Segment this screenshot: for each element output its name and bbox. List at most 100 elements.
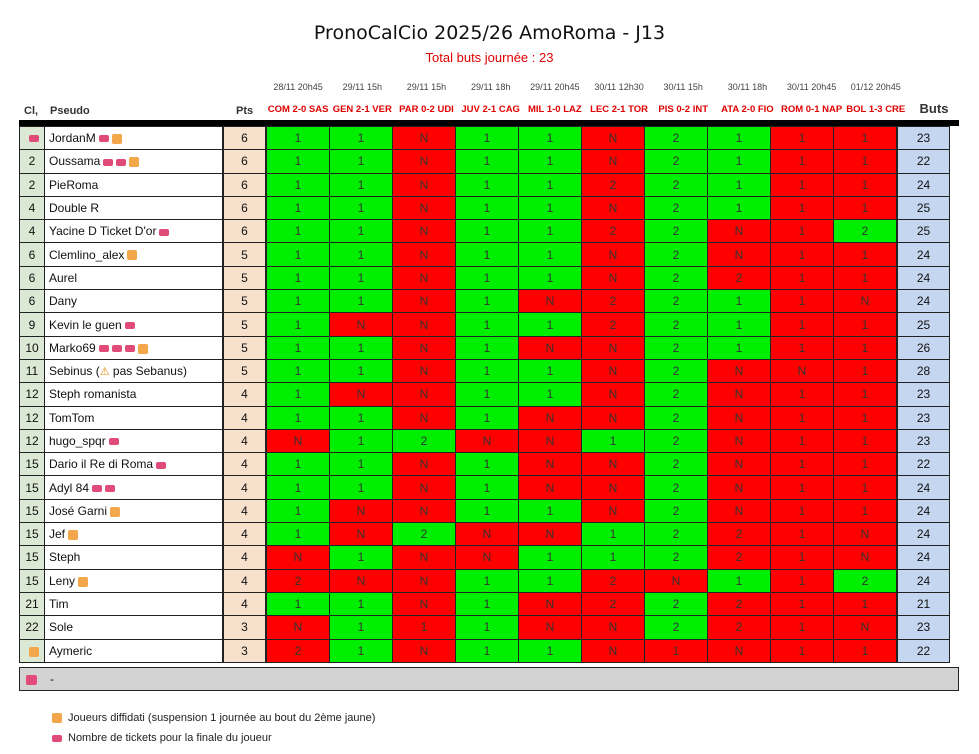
ticket-icon [52,734,62,742]
table-row: 2 Oussama 6 1 1 N 1 1 N 2 1 1 1 22 [19,149,950,174]
prediction-cell: 1 [455,452,519,477]
goals-cell: 22 [896,149,950,174]
match-date: 29/11 15h [406,82,447,92]
footer-row-text: - [50,672,54,686]
prediction-cell: 1 [833,358,898,384]
table-row: 12 TomTom 4 1 1 N 1 N N 2 N 1 1 23 [19,405,950,430]
prediction-cell: 1 [455,475,519,500]
prediction-cell: 1 [707,312,771,337]
table-row: 4 Yacine D Ticket D'or 6 1 1 N 1 1 2 2 N 1 2 25 [19,219,950,244]
goals-cell: 24 [896,265,950,291]
rank-cell: 2 [19,149,45,174]
pseudo-cell: Adyl 84 [44,475,224,500]
player-name: Marko69 [49,340,96,355]
player-name: José Garni [49,503,108,518]
prediction-cell: 1 [455,289,519,314]
prediction-cell: N [518,335,582,360]
prediction-cell: 1 [455,242,519,267]
prediction-cell: 2 [644,428,708,454]
prediction-cell: N [329,568,393,593]
pseudo-cell: Dany [44,289,224,314]
diffidati-icon [110,506,121,517]
prediction-cell: 2 [644,289,708,314]
prediction-cell: N [392,545,456,570]
prediction-cell: 2 [581,312,645,337]
prediction-cell: 2 [707,265,771,291]
page-title: PronoCalCio 2025/26 AmoRoma - J13 [313,22,666,44]
match-date: 01/12 20h45 [850,82,901,92]
prediction-cell: N [392,149,456,174]
prediction-cell: N [518,452,582,477]
prediction-cell: 2 [833,568,898,593]
prediction-cell: 2 [707,522,771,547]
goals-cell: 23 [896,615,950,640]
prediction-cell: 1 [770,149,834,174]
prediction-cell: 1 [329,405,393,430]
points-cell: 5 [222,335,267,360]
goals-cell: 23 [896,405,950,430]
prediction-cell: 1 [581,428,645,454]
rank-cell [19,125,45,151]
prediction-cell: 1 [518,265,582,291]
match-result-label: JUV 2-1 CAG [461,104,520,115]
prediction-cell: 1 [833,591,898,617]
pseudo-cell: Clemlino_alex [44,242,224,267]
pseudo-cell: Kevin le guen [44,312,224,337]
prediction-cell: 1 [518,219,582,244]
prediction-cell: N [518,475,582,500]
table-row: JordanM 6 1 1 N 1 1 N 2 1 1 1 23 [19,125,950,151]
points-cell: 5 [222,242,267,267]
prediction-cell: 1 [833,498,898,524]
prediction-cell: 1 [833,335,898,360]
warning-icon: ⚠ [99,366,110,379]
prediction-cell: 1 [833,125,898,151]
prediction-cell: N [392,358,456,384]
prediction-cell: 1 [329,149,393,174]
ticket-icon [111,345,122,353]
prediction-cell: 1 [329,638,393,663]
prediction-cell: 1 [265,149,330,174]
prediction-cell: 2 [833,219,898,244]
prediction-cell: N [518,615,582,640]
prediction-cell: 1 [265,312,330,337]
points-cell: 4 [222,475,267,500]
prediction-cell: 1 [770,498,834,524]
match-result-label: ROM 0-1 NAP [780,104,843,115]
pseudo-cell: TomTom [44,405,224,430]
rank-cell: 10 [19,335,45,360]
rank-cell: 15 [19,475,45,500]
prediction-cell: 1 [770,591,834,617]
goals-cell: 24 [896,242,950,267]
prediction-cell: 1 [265,475,330,500]
legend-diffidati: Joueurs diffidati (suspension 1 journée … [52,712,375,724]
match-result-label: LEC 2-1 TOR [590,104,648,115]
prediction-cell: 2 [644,405,708,430]
goals-cell: 24 [896,498,950,524]
pseudo-cell: hugo_spqr [44,428,224,454]
goals-cell: 25 [896,312,950,337]
points-cell: 4 [222,452,267,477]
prediction-cell: 1 [581,522,645,547]
pseudo-cell: Sebinus (⚠ pas Sebanus) [44,358,224,384]
prediction-cell: N [392,172,456,197]
prediction-cell: 2 [644,242,708,267]
diffidati-icon [28,646,39,657]
prediction-cell: 1 [770,382,834,407]
prediction-cell: 1 [455,265,519,291]
prediction-cell: 2 [581,172,645,197]
rank-cell: 2 [19,172,45,197]
ticket-icon [98,345,109,353]
prediction-cell: 1 [770,615,834,640]
prediction-cell: 1 [833,475,898,500]
prediction-cell: N [265,545,330,570]
match-result-label: PIS 0-2 INT [658,104,709,115]
empty-footer-row: - [19,667,959,691]
prediction-cell: 1 [770,125,834,151]
prediction-cell: 1 [265,219,330,244]
prediction-cell: N [455,545,519,570]
prediction-cell: 1 [265,452,330,477]
prediction-cell: N [581,125,645,151]
diffidati-icon [78,576,89,587]
prediction-cell: 2 [644,149,708,174]
prediction-cell: 1 [833,382,898,407]
